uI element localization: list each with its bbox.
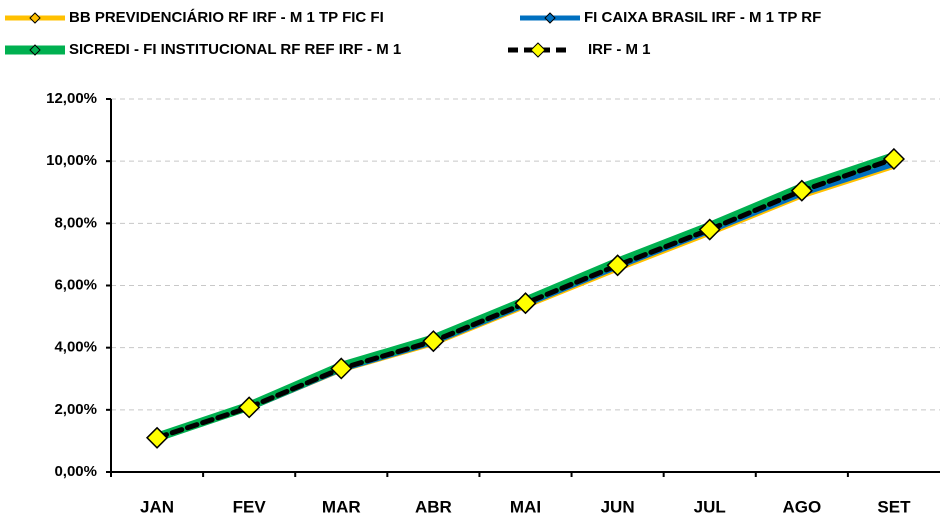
y-tick-label: 2,00% <box>54 401 97 418</box>
y-tick-label: 8,00% <box>54 214 97 231</box>
marker <box>145 426 169 449</box>
marker <box>514 292 537 315</box>
legend-label: FI CAIXA BRASIL IRF - M 1 TP RF <box>584 9 821 26</box>
marker <box>606 254 629 277</box>
x-tick-label: JAN <box>140 497 174 516</box>
x-tick-label: SET <box>877 497 911 516</box>
legend-marker <box>29 12 41 24</box>
y-tick-label: 10,00% <box>46 152 97 169</box>
marker <box>882 147 906 171</box>
x-tick-label: MAR <box>322 497 361 516</box>
x-tick-label: MAI <box>510 497 541 516</box>
legend-marker <box>29 44 41 56</box>
legend-label: BB PREVIDENCIÁRIO RF IRF - M 1 TP FIC FI <box>69 9 384 26</box>
marker <box>790 179 813 202</box>
x-tick-label: ABR <box>415 497 452 516</box>
marker <box>422 330 445 353</box>
marker <box>330 357 353 380</box>
y-tick-label: 12,00% <box>46 90 97 107</box>
x-tick-label: JUN <box>601 497 635 516</box>
legend-label: IRF - M 1 <box>588 41 651 58</box>
x-tick-label: JUL <box>694 497 726 516</box>
legend-label: SICREDI - FI INSTITUCIONAL RF REF IRF - … <box>69 41 401 58</box>
y-tick-label: 6,00% <box>54 276 97 293</box>
marker <box>238 396 261 419</box>
legend-marker <box>544 12 556 24</box>
marker <box>698 218 721 241</box>
y-tick-label: 0,00% <box>54 463 97 480</box>
legend-marker <box>530 42 546 58</box>
y-tick-label: 4,00% <box>54 339 97 356</box>
x-tick-label: FEV <box>233 497 267 516</box>
x-tick-label: AGO <box>782 497 821 516</box>
